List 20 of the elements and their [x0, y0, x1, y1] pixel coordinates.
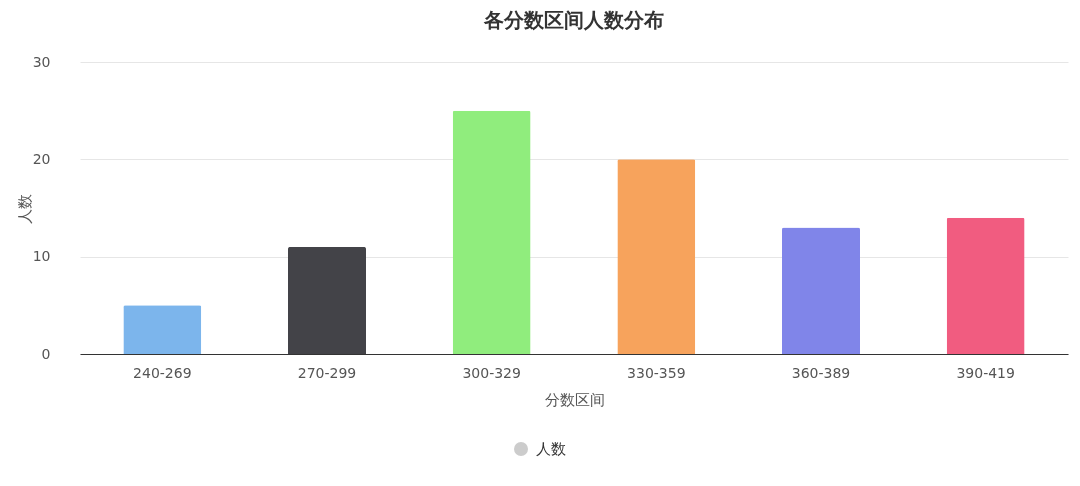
bar: [123, 305, 202, 354]
x-tick-label: 240-269: [133, 364, 192, 381]
bar: [946, 217, 1025, 354]
bar: [782, 227, 860, 354]
x-tick-label: 300-329: [462, 364, 521, 381]
bar: [288, 246, 366, 354]
bar: [452, 110, 531, 354]
y-tick-label: 30: [32, 53, 51, 70]
x-tick-label: 360-389: [791, 364, 851, 381]
chart-title: 各分数区间人数分布: [483, 8, 664, 32]
x-tick-label: 390-419: [956, 364, 1015, 381]
bar: [617, 159, 696, 354]
x-axis-title: 分数区间: [544, 390, 605, 409]
y-tick-label: 0: [41, 345, 51, 362]
text: 人数: [536, 440, 566, 458]
x-tick-label: 330-359: [627, 364, 686, 381]
y-tick-label: 10: [32, 248, 51, 265]
y-tick-label: 20: [32, 150, 51, 167]
y-axis-title: 人数: [15, 193, 34, 224]
x-tick-label: 270-299: [297, 364, 357, 381]
